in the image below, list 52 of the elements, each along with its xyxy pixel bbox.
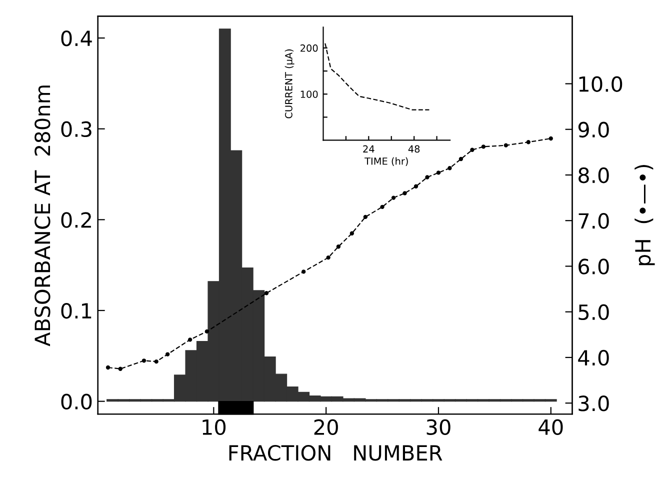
point bbox=[154, 359, 158, 364]
y-tick-label: 200 bbox=[300, 44, 318, 52]
y2-tick-label: 5.0 bbox=[578, 304, 609, 320]
y-axis-title: ABSORBANCE AT 280nm bbox=[34, 86, 50, 346]
y2-tick-label: 9.0 bbox=[578, 122, 609, 138]
point bbox=[363, 214, 368, 220]
point bbox=[402, 191, 407, 196]
y2-tick-label: 4.0 bbox=[578, 350, 609, 366]
y2-tick-label: 6.0 bbox=[578, 258, 609, 274]
x-tick-label: 40 bbox=[538, 419, 563, 436]
y2-tick-label: 10.0 bbox=[579, 76, 622, 92]
point bbox=[526, 140, 530, 144]
y-tick-label: 0.3 bbox=[61, 121, 92, 138]
y-axis-title: CURRENT (μA) bbox=[284, 49, 294, 118]
point bbox=[142, 358, 146, 363]
x-axis-title: TIME (hr) bbox=[364, 157, 408, 166]
point bbox=[414, 184, 418, 188]
x-tick-label: 10 bbox=[202, 419, 226, 436]
x-tick-label: 24 bbox=[363, 145, 374, 152]
y2-tick-label: 8.0 bbox=[578, 167, 609, 184]
point bbox=[436, 170, 441, 175]
y2-tick-label: 3.0 bbox=[578, 396, 609, 412]
y-tick-label: 0.0 bbox=[61, 394, 92, 410]
x-axis-title: FRACTION NUMBER bbox=[229, 444, 442, 461]
x-tick-label: 48 bbox=[408, 145, 420, 153]
point bbox=[204, 329, 210, 334]
point bbox=[470, 148, 474, 152]
y2-tick-label: 7.0 bbox=[578, 213, 609, 229]
point bbox=[380, 204, 384, 209]
y-tick-label: 100 bbox=[300, 90, 318, 98]
point bbox=[188, 338, 192, 342]
point bbox=[264, 291, 269, 296]
point bbox=[326, 255, 330, 260]
point bbox=[302, 270, 306, 274]
point bbox=[166, 352, 170, 356]
point bbox=[391, 196, 396, 200]
point bbox=[481, 144, 486, 149]
point bbox=[425, 175, 430, 180]
y-tick-label: 0.4 bbox=[61, 30, 92, 46]
point bbox=[106, 365, 110, 370]
point bbox=[504, 143, 508, 148]
point bbox=[548, 136, 553, 141]
point bbox=[458, 156, 464, 162]
y2-axis-title: pH (•—•) bbox=[634, 165, 655, 266]
point bbox=[448, 166, 452, 170]
x-tick-label: 20 bbox=[314, 419, 338, 436]
point bbox=[336, 244, 341, 249]
y-tick-label: 0.1 bbox=[61, 302, 92, 319]
x-tick-label: 30 bbox=[426, 419, 450, 436]
y-tick-label: 0.2 bbox=[61, 212, 91, 228]
point bbox=[118, 366, 122, 371]
point bbox=[350, 231, 354, 236]
